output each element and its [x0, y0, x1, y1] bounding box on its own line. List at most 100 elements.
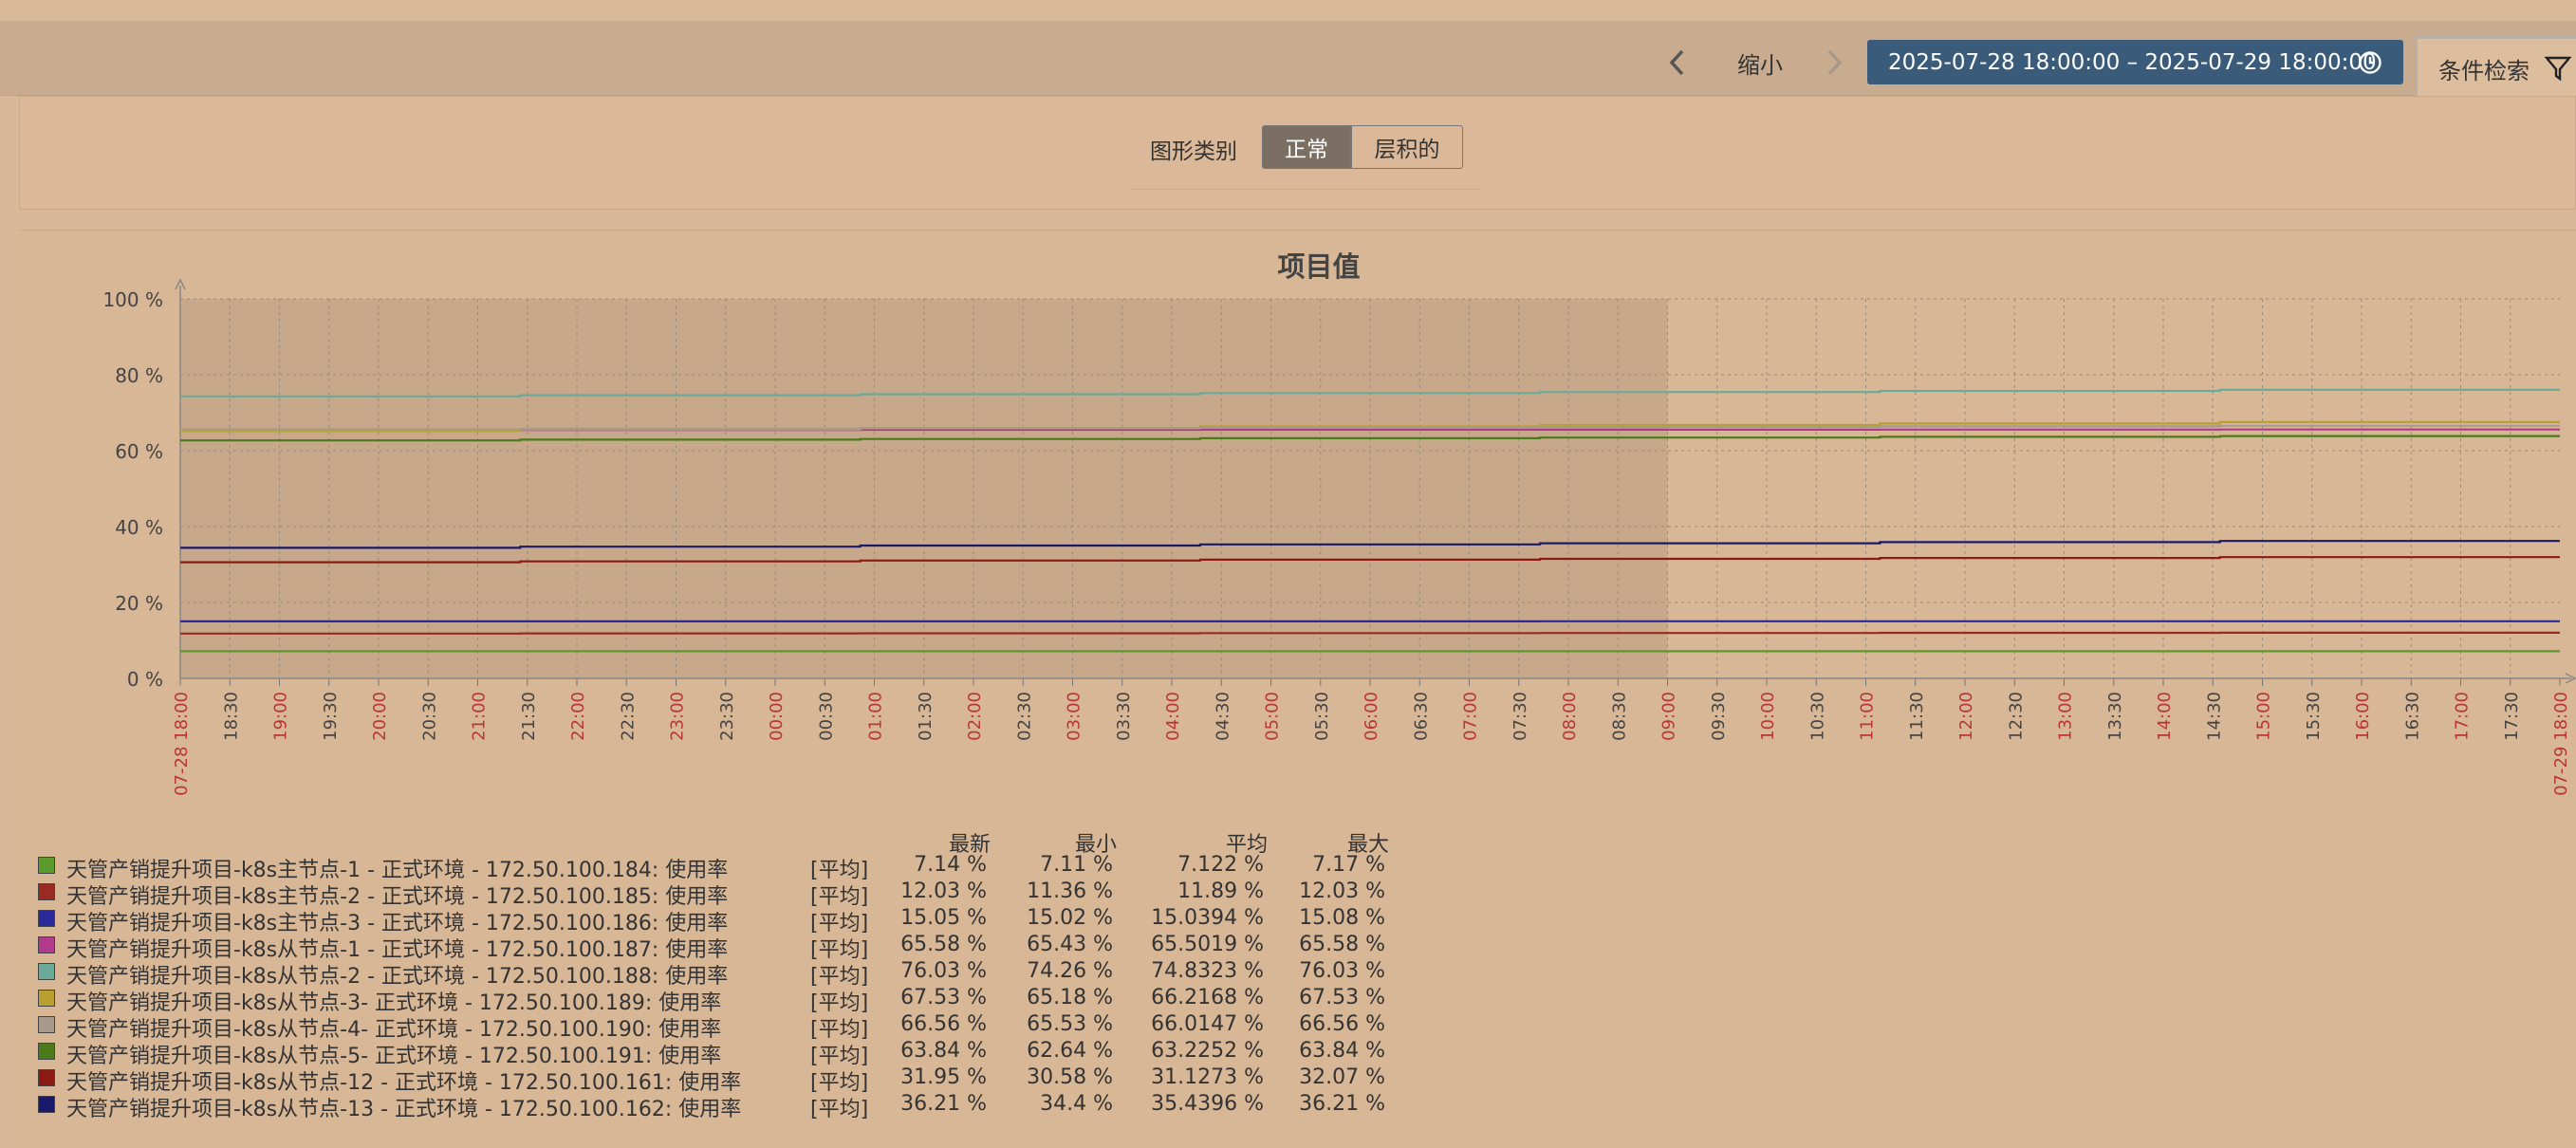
legend-value-max: 36.21 %: [1271, 1092, 1385, 1116]
legend-value-max: 7.17 %: [1271, 853, 1385, 877]
legend-value-last: 36.21 %: [873, 1092, 987, 1116]
x-tick-label: 06:00: [1362, 692, 1381, 741]
legend-swatch: [38, 857, 55, 874]
y-tick-label: 40 %: [115, 516, 163, 539]
x-tick-label: 20:00: [370, 692, 390, 741]
legend-value-max: 65.58 %: [1271, 933, 1385, 956]
x-tick-label: 11:00: [1858, 692, 1878, 741]
legend-row: 天管产销提升项目-k8s主节点-3 - 正式环境 - 172.50.100.18…: [38, 906, 1423, 933]
legend-swatch: [38, 936, 55, 954]
x-tick-label: 21:00: [470, 692, 490, 741]
legend-row: 天管产销提升项目-k8s从节点-4- 正式环境 - 172.50.100.190…: [38, 1012, 1423, 1039]
x-tick-label: 03:30: [1114, 692, 1134, 741]
legend-value-avg: 7.122 %: [1150, 853, 1264, 877]
x-tick-label: 19:30: [321, 692, 341, 741]
x-tick-label: 17:00: [2453, 692, 2473, 741]
x-tick-label: 18:30: [221, 692, 241, 741]
legend-value-avg: 74.8323 %: [1150, 959, 1264, 983]
y-tick-label: 20 %: [115, 592, 163, 615]
x-tick-label: 16:00: [2353, 692, 2373, 741]
x-tick-label: 07-29 18:00: [2551, 692, 2571, 796]
x-tick-label: 08:30: [1609, 692, 1629, 741]
y-tick-label: 80 %: [115, 364, 163, 387]
legend-value-max: 63.84 %: [1271, 1039, 1385, 1063]
x-tick-label: 02:00: [965, 692, 985, 741]
x-tick-label: 06:30: [1411, 692, 1431, 741]
legend-row: 天管产销提升项目-k8s从节点-2 - 正式环境 - 172.50.100.18…: [38, 959, 1423, 986]
legend-value-max: 76.03 %: [1271, 959, 1385, 983]
x-tick-label: 12:30: [2006, 692, 2026, 741]
legend-value-avg: 15.0394 %: [1150, 906, 1264, 930]
legend-value-avg: 66.0147 %: [1150, 1012, 1264, 1036]
x-tick-label: 07-28 18:00: [172, 692, 192, 796]
y-tick-label: 0 %: [127, 668, 163, 691]
legend-value-min: 11.36 %: [999, 880, 1113, 903]
legend-value-last: 7.14 %: [873, 853, 987, 877]
legend-value-min: 34.4 %: [999, 1092, 1113, 1116]
x-tick-label: 05:00: [1263, 692, 1283, 741]
legend-value-last: 65.58 %: [873, 933, 987, 956]
x-tick-label: 00:00: [767, 692, 787, 741]
legend-value-avg: 31.1273 %: [1150, 1065, 1264, 1089]
x-tick-label: 09:30: [1709, 692, 1729, 741]
x-tick-label: 11:30: [1907, 692, 1927, 741]
x-tick-label: 20:30: [419, 692, 439, 741]
legend-row: 天管产销提升项目-k8s从节点-3- 正式环境 - 172.50.100.189…: [38, 986, 1423, 1012]
legend-row: 天管产销提升项目-k8s从节点-12 - 正式环境 - 172.50.100.1…: [38, 1065, 1423, 1092]
legend-value-max: 32.07 %: [1271, 1065, 1385, 1089]
x-tick-label: 22:00: [568, 692, 588, 741]
legend-value-min: 7.11 %: [999, 853, 1113, 877]
x-tick-label: 07:00: [1461, 692, 1481, 741]
x-tick-label: 16:30: [2402, 692, 2422, 741]
x-tick-label: 23:00: [668, 692, 688, 741]
y-tick-label: 100 %: [102, 288, 163, 311]
legend-value-avg: 66.2168 %: [1150, 986, 1264, 1009]
x-tick-label: 23:30: [717, 692, 737, 741]
series-line-2: [180, 633, 2560, 634]
x-tick-label: 21:30: [519, 692, 539, 741]
x-tick-label: 01:00: [866, 692, 886, 741]
legend-value-min: 15.02 %: [999, 906, 1113, 930]
legend-row: 天管产销提升项目-k8s主节点-1 - 正式环境 - 172.50.100.18…: [38, 853, 1423, 880]
legend-value-min: 74.26 %: [999, 959, 1113, 983]
legend-value-min: 62.64 %: [999, 1039, 1113, 1063]
x-tick-label: 09:00: [1659, 692, 1679, 741]
legend-value-last: 66.56 %: [873, 1012, 987, 1036]
legend-value-max: 12.03 %: [1271, 880, 1385, 903]
legend-value-avg: 35.4396 %: [1150, 1092, 1264, 1116]
x-tick-label: 07:30: [1510, 692, 1530, 741]
legend-row: 天管产销提升项目-k8s从节点-13 - 正式环境 - 172.50.100.1…: [38, 1092, 1423, 1119]
legend-swatch: [38, 1043, 55, 1060]
legend-swatch: [38, 1096, 55, 1113]
x-tick-label: 15:30: [2304, 692, 2324, 741]
x-tick-label: 04:30: [1213, 692, 1232, 741]
line-chart: 0 % 20 % 40 % 60 % 80 % 100 % 07-28 18:00 18:30…: [0, 0, 2576, 825]
legend-value-last: 31.95 %: [873, 1065, 987, 1089]
legend-function: [平均]: [810, 1092, 868, 1122]
x-tick-label: 19:00: [271, 692, 291, 741]
x-tick-label: 14:00: [2155, 692, 2175, 741]
legend-value-max: 67.53 %: [1271, 986, 1385, 1009]
legend-value-last: 67.53 %: [873, 986, 987, 1009]
legend-row: 天管产销提升项目-k8s主节点-2 - 正式环境 - 172.50.100.18…: [38, 880, 1423, 906]
legend-value-last: 12.03 %: [873, 880, 987, 903]
x-tick-label: 03:00: [1065, 692, 1084, 741]
x-tick-label: 14:30: [2204, 692, 2224, 741]
x-tick-label: 12:00: [1956, 692, 1976, 741]
legend-value-last: 76.03 %: [873, 959, 987, 983]
legend-swatch: [38, 990, 55, 1007]
x-tick-label: 22:30: [618, 692, 638, 741]
legend-swatch: [38, 883, 55, 900]
legend-value-avg: 65.5019 %: [1150, 933, 1264, 956]
x-tick-label: 00:30: [816, 692, 836, 741]
x-tick-label: 01:30: [916, 692, 936, 741]
legend-value-min: 30.58 %: [999, 1065, 1113, 1089]
y-tick-label: 60 %: [115, 440, 163, 463]
x-tick-label: 05:30: [1312, 692, 1332, 741]
x-tick-label: 13:30: [2105, 692, 2125, 741]
legend-value-last: 63.84 %: [873, 1039, 987, 1063]
legend-swatch: [38, 1016, 55, 1033]
x-tick-label: 10:00: [1758, 692, 1778, 741]
legend-swatch: [38, 1069, 55, 1086]
legend-row: 天管产销提升项目-k8s从节点-5- 正式环境 - 172.50.100.191…: [38, 1039, 1423, 1065]
